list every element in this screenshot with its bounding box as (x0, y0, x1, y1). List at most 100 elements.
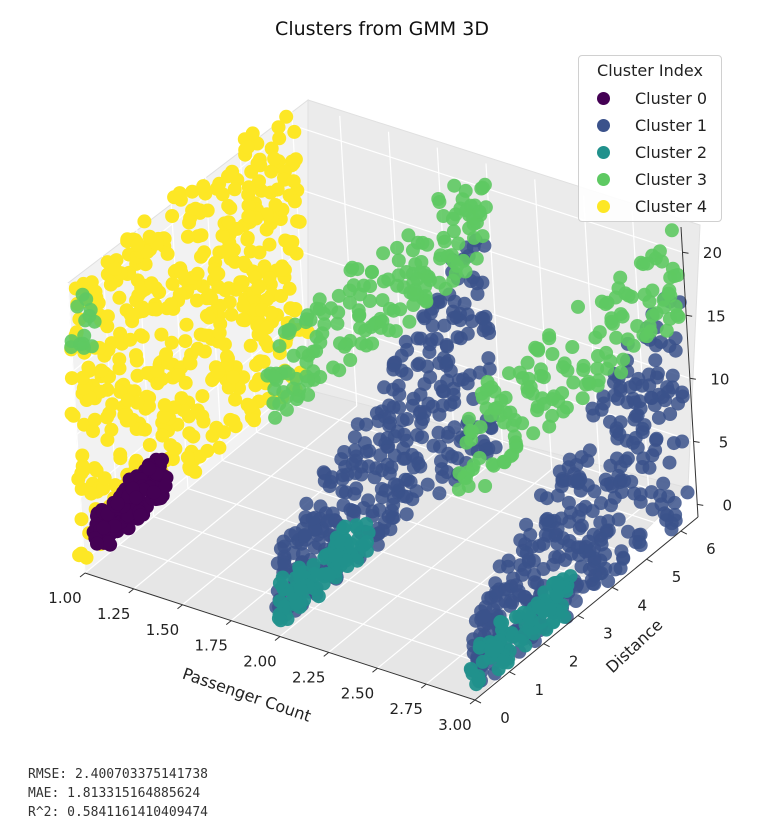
point-s3-g1-139 (557, 356, 572, 371)
point-s1-g1-319 (550, 536, 565, 551)
point-s3-g0-133 (312, 292, 327, 307)
point-s4-g0-505 (104, 422, 119, 437)
point-s1-g1-356 (599, 477, 614, 492)
point-s3-g0-141 (313, 370, 328, 384)
point-s4-g0-485 (164, 297, 178, 312)
point-s0-g0-126 (142, 461, 157, 476)
z-tick-3 (686, 314, 693, 317)
point-s4-g0-124 (165, 209, 180, 223)
point-s4-g0-453 (150, 364, 165, 378)
point-s1-g1-218 (621, 524, 635, 539)
point-s1-g1-357 (563, 505, 578, 520)
x-tick-label-0: 1.00 (48, 589, 81, 607)
point-s1-g1-294 (610, 431, 625, 446)
point-s1-g1-255 (578, 499, 593, 514)
point-s4-g0-508 (283, 301, 298, 316)
legend-item-cluster-1: Cluster 1 (579, 114, 721, 138)
point-s3-g0-162 (301, 387, 316, 402)
point-s4-g0-476 (87, 412, 102, 427)
point-s4-g0-503 (226, 370, 241, 385)
point-s1-g1-289 (582, 443, 597, 458)
z-tick-4 (682, 251, 689, 254)
point-s3-g1-124 (559, 400, 574, 415)
point-s2-g1-60 (526, 626, 541, 641)
point-s1-g1-337 (675, 389, 690, 404)
point-s3-g0-102 (440, 249, 455, 264)
point-s4-g0-468 (251, 280, 266, 295)
point-s4-g0-405 (234, 278, 249, 293)
point-s4-g0-217 (142, 399, 156, 414)
point-s1-g0-294 (443, 397, 458, 412)
point-s1-g0-218 (347, 486, 362, 501)
point-s3-g2-13 (83, 302, 98, 317)
point-s4-g0-470 (292, 214, 307, 229)
point-s3-g1-140 (525, 386, 540, 401)
point-s1-g1-342 (631, 371, 646, 386)
y-tick-label-5: 5 (672, 568, 682, 586)
point-s4-g0-167 (75, 448, 90, 463)
point-s4-g0-385 (248, 378, 263, 393)
point-s1-g0-236 (476, 311, 491, 326)
point-s1-g0-206 (484, 421, 499, 436)
point-s1-g1-341 (635, 460, 650, 474)
cluster-points (64, 109, 695, 692)
y-tick-label-1: 1 (535, 681, 545, 699)
point-s4-g0-328 (218, 283, 233, 298)
point-s1-g1-343 (492, 559, 507, 574)
point-s1-g1-354 (554, 479, 569, 494)
point-s4-g0-417 (64, 371, 79, 386)
point-s3-g0-114 (436, 230, 451, 245)
point-s3-g1-45 (486, 458, 501, 473)
point-s4-g0-484 (190, 341, 205, 356)
point-s1-g0-342 (417, 405, 432, 420)
point-s4-g0-428 (245, 126, 260, 141)
point-s1-g0-286 (441, 354, 456, 368)
point-s4-g0-500 (100, 309, 115, 324)
point-s1-g0-357 (440, 373, 455, 388)
point-s3-g1-26 (498, 390, 513, 405)
point-s4-g0-335 (180, 229, 195, 244)
point-s4-g0-300 (279, 109, 294, 124)
point-s4-g0-263 (227, 182, 242, 197)
point-s4-g0-519 (224, 166, 239, 181)
point-s2-g0-78 (349, 518, 364, 533)
point-s3-g1-120 (461, 479, 476, 493)
point-s4-g0-442 (197, 328, 212, 343)
point-s3-g1-89 (637, 287, 652, 302)
point-s1-g1-223 (642, 367, 656, 382)
point-s4-g0-291 (96, 481, 111, 496)
point-s1-g1-174 (649, 431, 664, 446)
point-s3-g1-82 (668, 299, 683, 314)
point-s3-g0-84 (295, 345, 310, 360)
point-s4-g0-517 (264, 305, 279, 320)
point-s1-g0-311 (387, 429, 402, 444)
point-s1-g0-288 (372, 432, 387, 447)
point-s1-g0-268 (371, 414, 386, 429)
point-s3-g1-15 (655, 254, 669, 269)
point-s1-g0-293 (337, 445, 352, 459)
point-s3-g1-98 (520, 355, 535, 370)
point-s1-g0-350 (465, 314, 480, 329)
point-s4-g0-489 (241, 209, 256, 224)
point-s2-g0-87 (293, 581, 308, 596)
point-s1-g1-317 (633, 494, 648, 509)
point-s4-g0-397 (66, 408, 81, 423)
point-s1-g0-330 (340, 467, 355, 482)
z-tick-1 (693, 440, 700, 443)
point-s1-g0-309 (370, 537, 385, 552)
point-s1-g0-319 (299, 496, 314, 511)
point-s3-g0-155 (469, 251, 484, 266)
point-s4-g0-471 (75, 370, 90, 385)
point-s3-g1-53 (576, 358, 591, 373)
point-s4-g0-325 (212, 440, 227, 455)
point-s3-g0-125 (330, 316, 345, 331)
metric-r2: R^2: 0.5841161410409474 (28, 805, 209, 820)
point-s4-g0-455 (215, 187, 230, 202)
point-s1-g1-216 (663, 407, 678, 421)
point-s1-g0-302 (348, 453, 363, 468)
point-s1-g1-332 (585, 401, 600, 416)
point-s3-g1-27 (659, 323, 674, 338)
point-s4-g0-463 (221, 215, 236, 230)
point-s2-g0-86 (296, 565, 311, 580)
point-s3-g1-62 (515, 371, 530, 385)
